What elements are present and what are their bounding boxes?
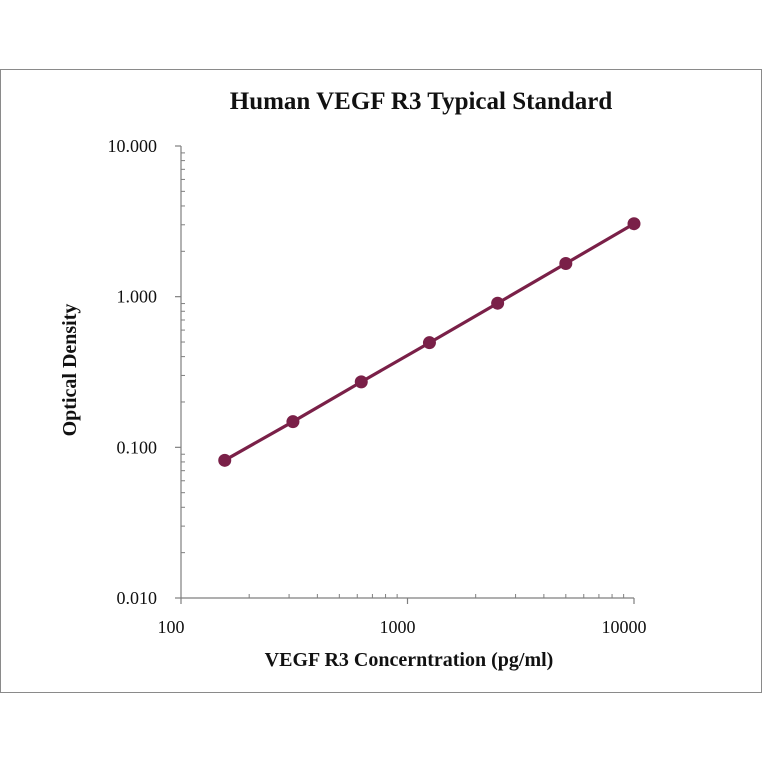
chart-frame [0,69,762,693]
y-tick-label: 0.100 [117,437,158,457]
plot-area [218,217,641,467]
data-point [218,453,232,467]
y-tick-label: 0.010 [117,588,158,608]
y-axis-label: Optical Density [59,304,81,437]
x-axis-label: VEGF R3 Concerntration (pg/ml) [265,649,554,671]
data-point [286,415,300,429]
data-point [559,257,573,271]
x-tick-label: 10000 [602,617,647,637]
chart-title: Human VEGF R3 Typical Standard [230,88,613,115]
x-tick-label: 1000 [380,617,416,637]
data-point [354,375,368,389]
x-tick-label: 100 [158,617,185,637]
y-tick-label: 1.000 [117,287,158,307]
data-point [491,296,505,310]
data-point [422,336,436,350]
data-point [627,217,641,231]
y-tick-label: 10.000 [108,136,158,156]
